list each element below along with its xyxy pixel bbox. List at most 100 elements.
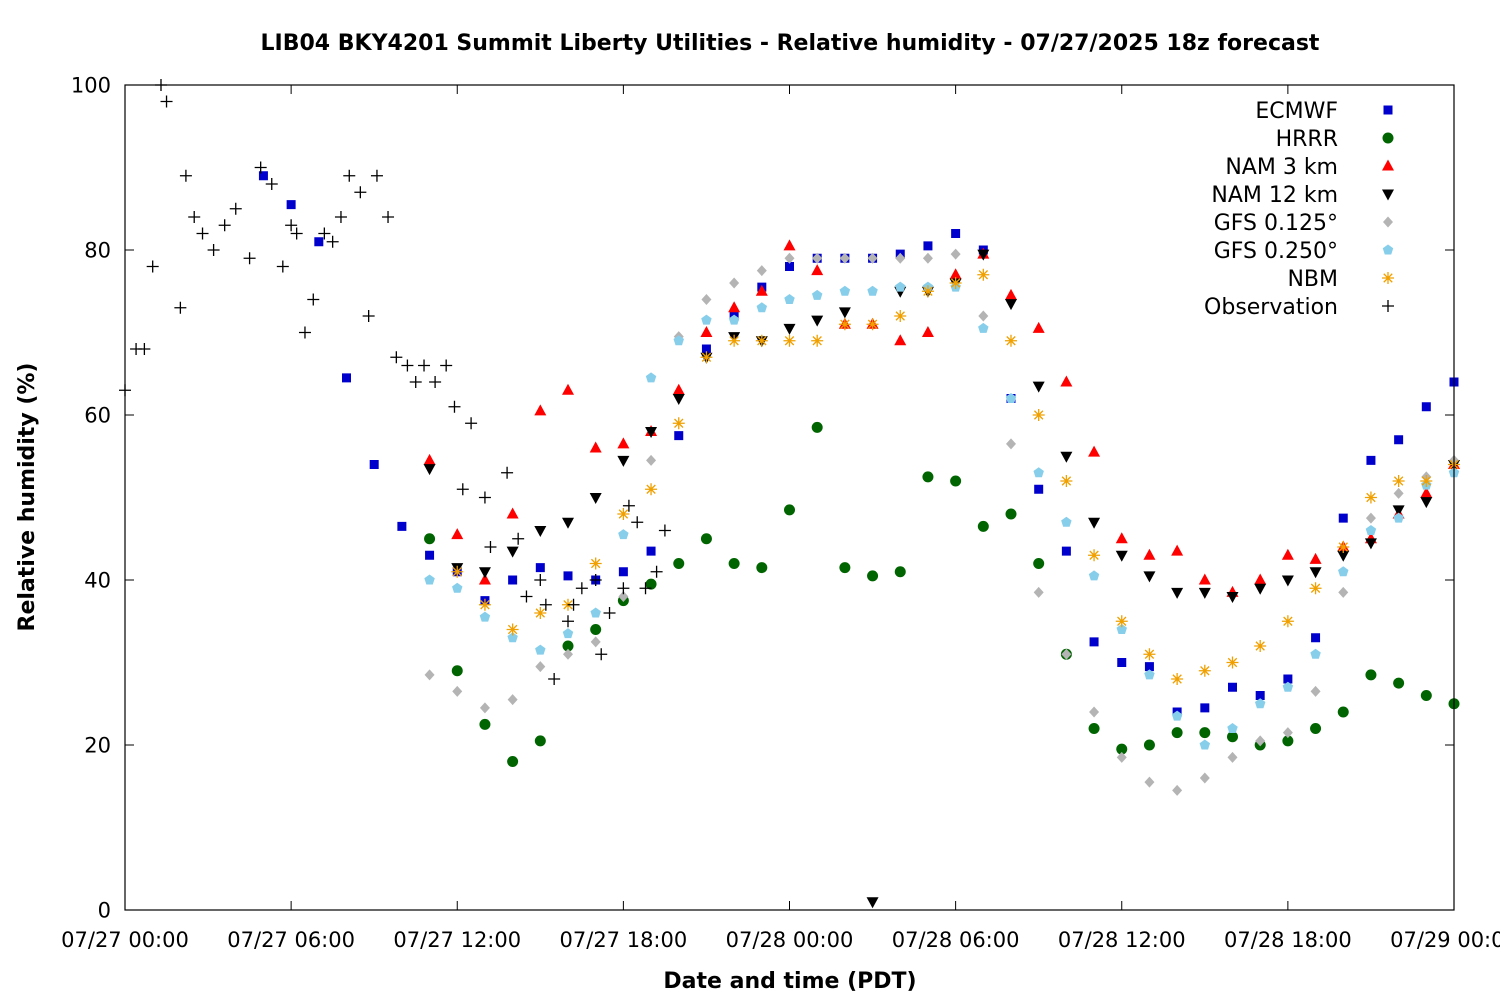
gfs-0-125-point	[1338, 586, 1349, 598]
nam-3-km-point	[1198, 573, 1211, 585]
gfs-0-125-point	[563, 648, 573, 660]
nbm-point	[755, 334, 768, 347]
gfs-0-250-point	[1338, 566, 1349, 577]
observation-point	[218, 219, 231, 232]
ecmwf-point	[951, 229, 961, 238]
observation-point	[603, 607, 616, 619]
gfs-0-250-point	[673, 335, 684, 346]
y-tick-label: 20	[84, 734, 111, 758]
observation-point	[298, 326, 311, 339]
legend-marker-nam-3-km	[1382, 159, 1394, 171]
gfs-0-250-point	[424, 574, 435, 585]
nbm-point	[672, 417, 685, 430]
legend-marker-nam-12-km	[1382, 189, 1394, 201]
hrrr-point	[1227, 731, 1238, 743]
legend-marker-hrrr	[1382, 132, 1394, 144]
legend-label-nam-3-km: NAM 3 km	[1225, 155, 1338, 180]
gfs-0-250-point	[839, 285, 851, 296]
x-tick-label: 07/28 00:00	[726, 928, 854, 952]
legend-label-ecmwf: ECMWF	[1255, 99, 1338, 124]
nbm-point	[617, 508, 630, 520]
observation-point	[370, 169, 383, 182]
nam-12-km-point	[1226, 592, 1239, 603]
ecmwf-point	[674, 431, 684, 441]
gfs-0-125-point	[1255, 735, 1266, 747]
observation-point	[196, 227, 209, 240]
gfs-0-125-point	[1199, 772, 1210, 784]
observation-point	[318, 227, 331, 240]
hrrr-point	[424, 533, 436, 545]
observation-point	[276, 260, 289, 273]
observation-point	[575, 582, 588, 595]
nbm-point	[478, 598, 491, 611]
ecmwf-point	[1394, 435, 1404, 445]
ecmwf-point	[1421, 402, 1431, 412]
observation-point	[334, 211, 347, 223]
nam-12-km-point	[1281, 575, 1294, 587]
legend-label-observation: Observation	[1204, 295, 1338, 320]
ecmwf-point	[1061, 546, 1071, 556]
nam-3-km-point	[1005, 288, 1017, 300]
observation-point	[429, 376, 442, 388]
nam-3-km-point	[894, 334, 907, 346]
nam-3-km-point	[1115, 532, 1128, 544]
observation-point	[354, 186, 367, 199]
nbm-point	[1115, 615, 1128, 628]
nam-12-km-point	[838, 307, 851, 319]
gfs-0-125-point	[701, 294, 712, 305]
observation-point	[589, 574, 602, 586]
observation-point	[639, 582, 652, 595]
gfs-0-125-point	[1061, 648, 1072, 660]
hrrr-point	[590, 624, 602, 635]
gfs-0-250-point	[507, 632, 518, 643]
gfs-0-125-point	[590, 636, 601, 648]
ecmwf-point	[314, 237, 324, 247]
gfs-0-125-point	[867, 252, 878, 264]
hrrr-point	[645, 578, 657, 590]
gfs-0-125-point	[839, 252, 850, 264]
gfs-0-250-point	[1310, 648, 1321, 659]
gfs-0-125-point	[756, 265, 767, 277]
nam-3-km-point	[949, 268, 962, 280]
gfs-0-125-point	[1393, 487, 1404, 499]
series-gfs-0-250	[424, 281, 1460, 750]
nam-12-km-point	[672, 394, 685, 405]
ecmwf-point	[563, 571, 573, 581]
nbm-point	[1226, 656, 1239, 669]
legend-marker-observation	[1382, 300, 1394, 312]
observation-point	[254, 161, 267, 174]
gfs-0-125-point	[895, 252, 906, 264]
nbm-point	[451, 565, 464, 578]
gfs-0-250-point	[1282, 681, 1294, 692]
observation-point	[617, 582, 630, 595]
observation-point	[501, 466, 514, 479]
x-axis-label: Date and time (PDT)	[663, 969, 916, 994]
hrrr-point	[1033, 558, 1045, 569]
hrrr-point	[1337, 706, 1349, 718]
gfs-0-125-point	[1365, 512, 1376, 524]
observation-point	[207, 244, 220, 256]
nam-3-km-point	[1032, 321, 1045, 333]
hrrr-point	[1282, 735, 1294, 747]
nbm-point	[949, 277, 962, 289]
chart-title: LIB04 BKY4201 Summit Liberty Utilities -…	[261, 31, 1320, 56]
gfs-0-250-point	[1061, 516, 1072, 527]
observation-point	[631, 516, 644, 529]
gfs-0-125-point	[424, 669, 435, 681]
hrrr-point	[977, 520, 989, 532]
nam-12-km-point	[1060, 451, 1073, 463]
nbm-point	[921, 285, 934, 298]
ecmwf-point	[923, 241, 933, 251]
hrrr-point	[507, 756, 519, 767]
gfs-0-250-point	[1227, 723, 1238, 733]
nbm-point	[783, 334, 796, 347]
ecmwf-point	[1311, 633, 1321, 643]
hrrr-point	[894, 566, 906, 578]
hrrr-point	[1143, 739, 1155, 751]
gfs-0-250-point	[479, 611, 491, 622]
gfs-0-250-point	[618, 529, 629, 540]
hrrr-point	[756, 562, 768, 574]
ecmwf-point	[701, 344, 711, 354]
observation-point	[326, 235, 339, 248]
nam-12-km-point	[1392, 505, 1405, 517]
